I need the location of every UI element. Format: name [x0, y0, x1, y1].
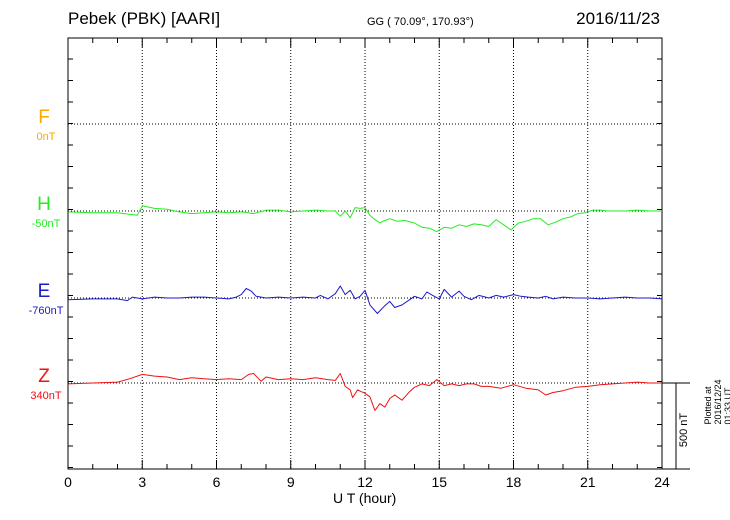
- plotted-timestamp: Plotted at 2016/12/24 01:33 UT: [703, 379, 730, 425]
- series-line-e: [67, 285, 663, 314]
- x-tick-label: 6: [212, 474, 221, 490]
- x-tick-label: 21: [579, 474, 596, 490]
- x-tick-label: 9: [286, 474, 295, 490]
- component-baseline-e: -760nT: [28, 305, 64, 317]
- series-lines: [67, 205, 663, 411]
- series-line-z: [67, 373, 662, 411]
- station-title: Pebek (PBK) [AARI]: [68, 9, 221, 28]
- x-tick-label: 18: [505, 474, 522, 490]
- component-baseline-f: 0nT: [36, 131, 56, 143]
- x-tick-label: 12: [357, 474, 373, 490]
- component-baseline-z: 340nT: [30, 390, 62, 402]
- scale-bar-label: 500 nT: [678, 412, 690, 448]
- x-tick-label: 3: [138, 474, 147, 490]
- series-line-h: [67, 205, 662, 233]
- chart-date: 2016/11/23: [576, 9, 660, 28]
- x-tick-label: 15: [431, 474, 448, 490]
- x-tick-label: 0: [64, 474, 72, 490]
- component-letter-h: H: [37, 194, 51, 215]
- component-letter-z: Z: [38, 366, 50, 387]
- component-baseline-h: -50nT: [31, 218, 61, 230]
- station-coordinates: GG ( 70.09°, 170.93°): [367, 16, 474, 28]
- scale-bar: [662, 382, 690, 470]
- x-tick-label: 24: [654, 474, 670, 490]
- tick-marks: [67, 38, 663, 469]
- component-letter-e: E: [37, 281, 51, 302]
- grid-lines: [68, 38, 662, 469]
- x-axis-label: U T (hour): [333, 490, 397, 506]
- component-letter-f: F: [38, 107, 50, 128]
